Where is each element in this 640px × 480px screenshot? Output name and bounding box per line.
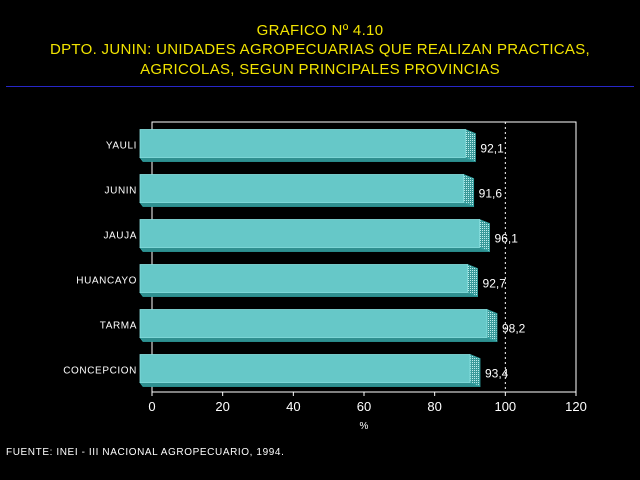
category-label: CONCEPCION <box>63 366 137 377</box>
data-label: 98,2 <box>502 322 526 336</box>
x-tick-label: 20 <box>215 399 229 414</box>
bar-side <box>467 263 478 298</box>
chart-subtitle-line-2: AGRICOLAS, SEGUN PRINCIPALES PROVINCIAS <box>140 61 500 78</box>
chart-subtitle-line-1: DPTO. JUNIN: UNIDADES AGROPECUARIAS QUE … <box>49 41 591 58</box>
plot-area: 0 20 40 60 80 100 120% YAULI 92,1 JUNIN 91,6 JAUJA 9… <box>63 121 587 432</box>
bar-bottom <box>139 157 476 162</box>
bar-side <box>463 173 475 208</box>
category-label: YAULI <box>106 141 137 152</box>
bar-bottom <box>139 337 498 342</box>
bar-side <box>469 353 481 388</box>
bar <box>139 219 480 248</box>
x-tick-label: 0 <box>148 399 155 414</box>
plot-frame <box>151 121 577 393</box>
bar-side <box>479 218 490 253</box>
bar-bottom <box>139 382 481 387</box>
x-tick-label: 100 <box>494 399 516 414</box>
x-tick-label: 40 <box>286 399 300 414</box>
title-divider <box>6 86 634 87</box>
bar <box>139 129 466 158</box>
x-tick-label: 60 <box>357 399 371 414</box>
x-tick-label: 80 <box>427 399 441 414</box>
category-label: JUNIN <box>105 186 137 197</box>
x-tick-label: 120 <box>565 399 587 414</box>
bar-side <box>465 128 476 163</box>
x-axis-label: % <box>360 421 369 432</box>
data-label: 93,4 <box>485 367 509 381</box>
bar <box>139 174 465 203</box>
bar <box>139 354 471 383</box>
data-label: 92,1 <box>480 142 504 156</box>
data-label: 96,1 <box>495 232 519 246</box>
bar <box>139 309 488 338</box>
bar-bottom <box>139 292 478 297</box>
bar-bottom <box>139 247 490 252</box>
category-label: JAUJA <box>103 231 137 242</box>
bar-bottom <box>139 202 474 207</box>
data-label: 91,6 <box>479 187 503 201</box>
source-note: FUENTE: INEI - III NACIONAL AGROPECUARIO… <box>6 447 285 458</box>
bar-side <box>486 308 498 343</box>
category-label: TARMA <box>100 321 137 332</box>
category-label: HUANCAYO <box>76 276 137 287</box>
data-label: 92,7 <box>483 277 507 291</box>
bar <box>139 264 468 293</box>
chart-title: GRAFICO Nº 4.10 <box>256 22 384 39</box>
